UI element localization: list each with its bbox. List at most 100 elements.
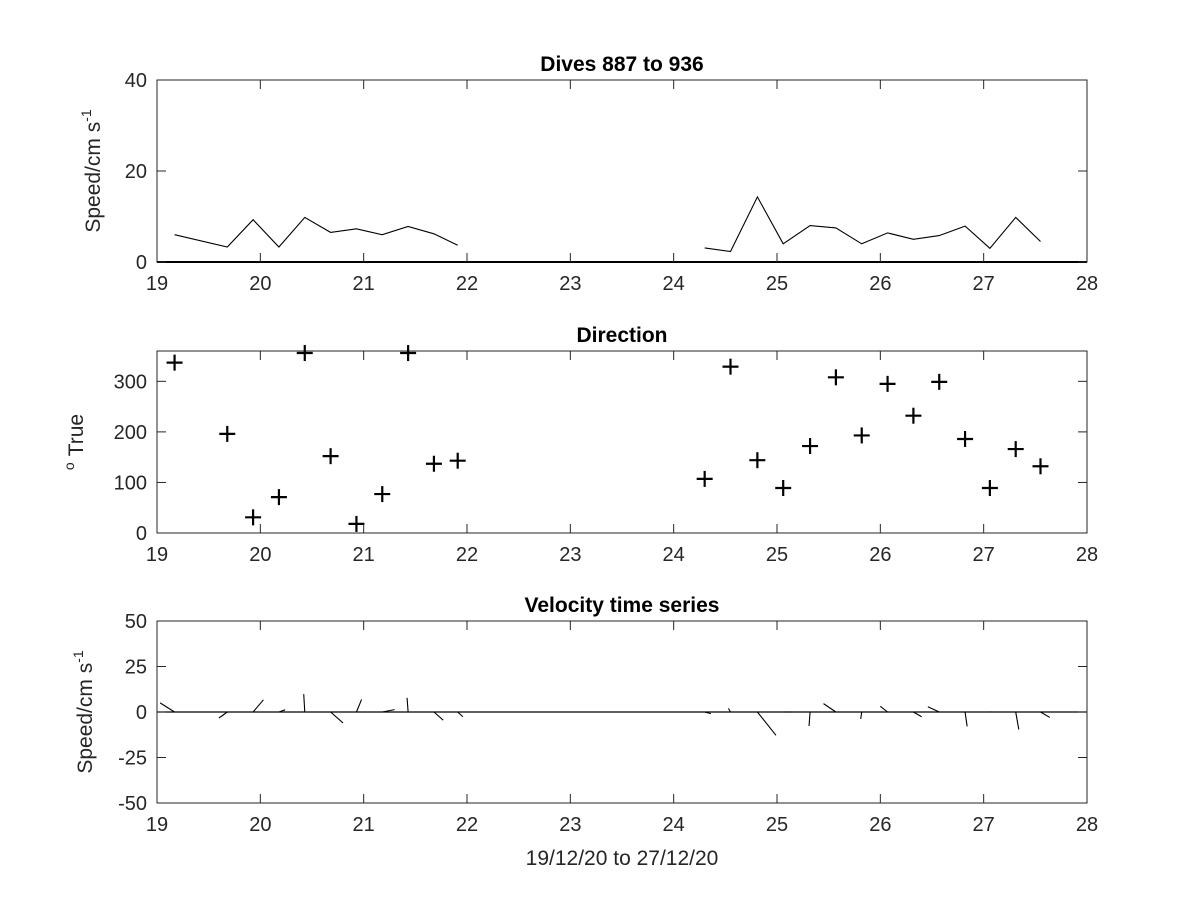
x-tick-label: 27 xyxy=(973,814,995,836)
direction-point xyxy=(270,489,287,506)
direction-point xyxy=(749,452,766,469)
x-tick-label: 22 xyxy=(456,273,478,295)
direction-point xyxy=(981,480,998,497)
speed-y-axis-label-sup: -1 xyxy=(78,109,94,122)
y-tick-label: 0 xyxy=(136,702,147,724)
x-tick-label: 20 xyxy=(249,814,271,836)
velocity-stick xyxy=(330,711,344,724)
direction-point xyxy=(696,470,713,487)
x-tick-label: 23 xyxy=(559,273,581,295)
speed-series-line xyxy=(174,216,458,248)
y-tick-label: -25 xyxy=(118,748,147,770)
velocity-panel: 19 20 21 22 23 24 25 26 27 28 -50 -25 0 25 50 Velocity… xyxy=(70,594,1098,870)
direction-point xyxy=(827,369,844,386)
direction-point xyxy=(1007,441,1024,458)
velocity-stick xyxy=(382,709,395,713)
speed-y-axis-label: Speed/cm s-1 xyxy=(78,109,105,233)
direction-point xyxy=(722,358,739,375)
direction-axes-box xyxy=(156,350,1088,534)
direction-point xyxy=(348,515,365,532)
direction-point xyxy=(879,375,896,392)
x-tick-label: 23 xyxy=(559,544,581,566)
velocity-stick xyxy=(964,711,968,727)
direction-point xyxy=(166,354,183,371)
x-tick-label: 19 xyxy=(146,814,168,836)
velocity-stick xyxy=(879,705,888,713)
direction-point xyxy=(802,438,819,455)
x-tick-label: 19 xyxy=(146,273,168,295)
x-tick-label: 20 xyxy=(249,544,271,566)
direction-point xyxy=(245,509,262,526)
direction-point xyxy=(905,407,922,424)
x-tick-label: 20 xyxy=(249,273,271,295)
y-tick-label: 100 xyxy=(114,472,147,494)
direction-point xyxy=(374,486,391,503)
speed-panel: 19 20 21 22 23 24 25 26 27 28 0 20 40 Dives 887 to 9… xyxy=(78,53,1098,295)
velocity-stick xyxy=(860,711,863,719)
speed-series-line xyxy=(704,195,1041,253)
x-tick-label: 21 xyxy=(353,273,375,295)
velocity-stick xyxy=(913,711,922,718)
velocity-stick xyxy=(433,711,444,721)
velocity-stick xyxy=(406,697,409,713)
x-tick-label: 21 xyxy=(353,814,375,836)
y-tick-label: 200 xyxy=(114,422,147,444)
x-tick-label: 24 xyxy=(663,273,685,295)
velocity-stick xyxy=(218,711,228,719)
velocity-stick xyxy=(355,699,363,713)
velocity-panel-title: Velocity time series xyxy=(525,594,720,617)
direction-point xyxy=(775,480,792,497)
direction-point xyxy=(400,345,417,362)
x-tick-label: 19 xyxy=(146,544,168,566)
velocity-stick xyxy=(303,694,306,713)
direction-y-axis-label: o True xyxy=(61,414,88,470)
velocity-stick xyxy=(756,711,777,736)
x-tick-label: 26 xyxy=(869,814,891,836)
direction-point xyxy=(296,345,313,362)
direction-point xyxy=(957,430,974,447)
x-tick-label: 22 xyxy=(456,814,478,836)
x-tick-label: 26 xyxy=(869,544,891,566)
direction-point xyxy=(322,448,339,465)
x-tick-label: 28 xyxy=(1076,273,1098,295)
velocity-stick xyxy=(727,708,731,713)
velocity-x-axis-label: 19/12/20 to 27/12/20 xyxy=(526,847,719,870)
direction-point xyxy=(1032,458,1049,475)
direction-y-axis-label-main: True xyxy=(65,414,88,456)
direction-panel: 19 20 21 22 23 24 25 26 27 28 0 100 200 300 Direction… xyxy=(61,324,1098,566)
x-tick-label: 26 xyxy=(869,273,891,295)
y-tick-label: 0 xyxy=(136,252,147,274)
velocity-stick xyxy=(808,711,811,727)
x-tick-label: 25 xyxy=(766,814,788,836)
velocity-stick xyxy=(1040,711,1051,718)
x-tick-label: 23 xyxy=(559,814,581,836)
velocity-y-axis-label: Speed/cm s-1 xyxy=(70,650,97,774)
x-tick-label: 25 xyxy=(766,273,788,295)
x-tick-label: 28 xyxy=(1076,814,1098,836)
velocity-stick xyxy=(927,706,940,713)
direction-point xyxy=(425,455,442,472)
velocity-stick xyxy=(278,709,286,713)
velocity-stick xyxy=(159,702,175,713)
velocity-stick xyxy=(1015,711,1020,730)
x-tick-label: 27 xyxy=(973,273,995,295)
x-tick-label: 25 xyxy=(766,544,788,566)
x-tick-label: 24 xyxy=(663,814,685,836)
y-tick-label: 50 xyxy=(125,611,147,633)
direction-point xyxy=(449,452,466,469)
x-tick-label: 21 xyxy=(353,544,375,566)
velocity-stick xyxy=(704,711,712,715)
direction-point xyxy=(853,427,870,444)
velocity-stick xyxy=(457,711,464,718)
x-tick-label: 27 xyxy=(973,544,995,566)
x-tick-label: 24 xyxy=(663,544,685,566)
velocity-y-axis-label-main: Speed/cm s xyxy=(74,663,97,774)
velocity-y-axis-label-sup: -1 xyxy=(70,650,86,663)
direction-point xyxy=(219,425,236,442)
direction-point xyxy=(931,373,948,390)
direction-panel-title: Direction xyxy=(576,324,667,347)
velocity-stick xyxy=(252,699,264,713)
speed-axes-box xyxy=(156,79,1088,263)
y-tick-label: 25 xyxy=(125,657,147,679)
y-tick-label: 0 xyxy=(136,523,147,545)
